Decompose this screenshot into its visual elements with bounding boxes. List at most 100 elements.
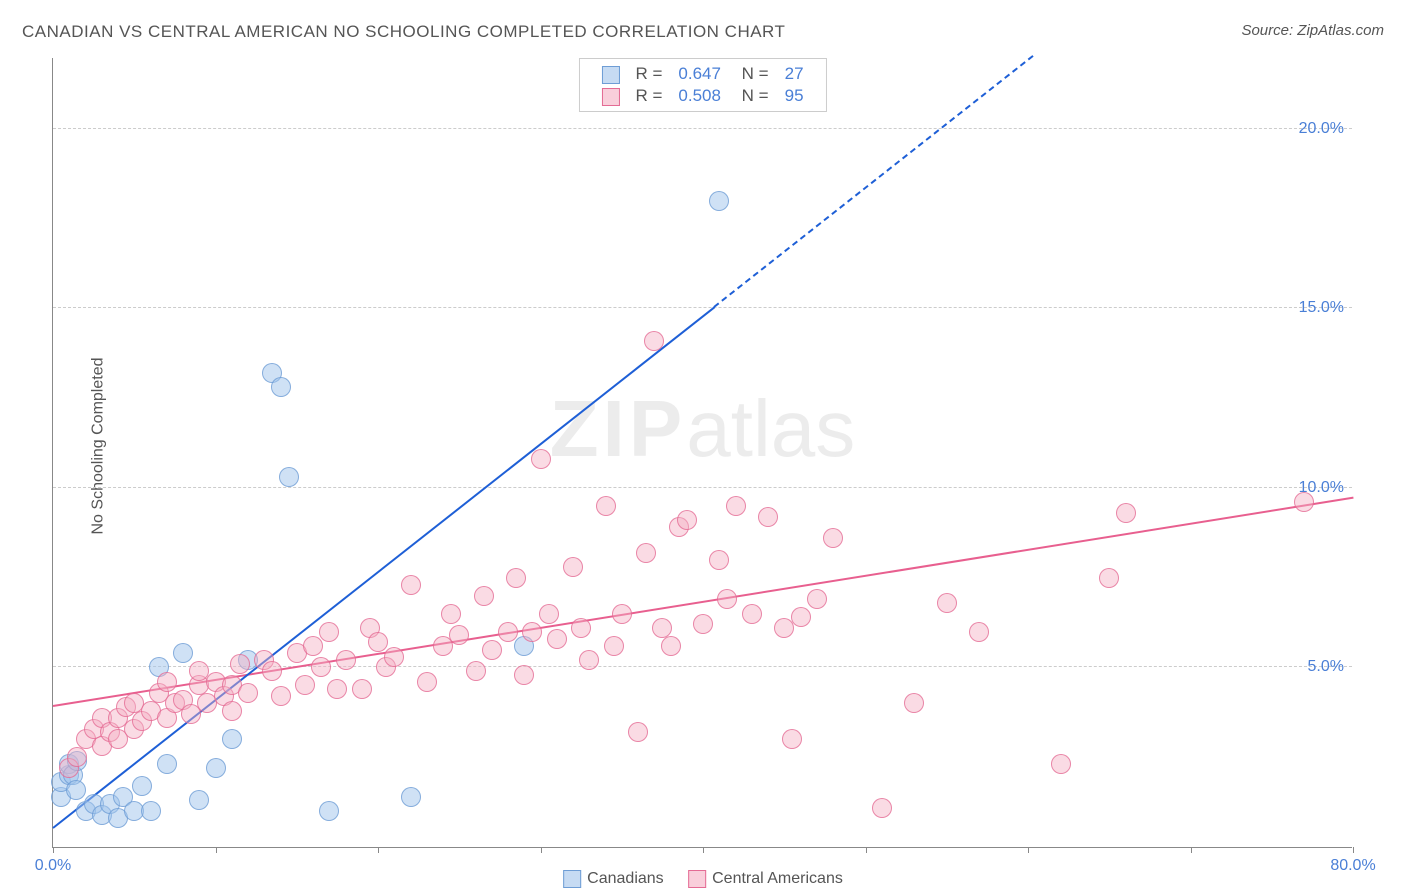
data-point-central-americans	[482, 640, 502, 660]
swatch-pink-icon	[601, 88, 619, 106]
y-tick-label: 15.0%	[1299, 299, 1344, 317]
data-point-central-americans	[677, 510, 697, 530]
data-point-central-americans	[661, 636, 681, 656]
data-point-central-americans	[693, 614, 713, 634]
x-tick	[53, 847, 54, 853]
data-point-central-americans	[303, 636, 323, 656]
data-point-canadians	[66, 780, 86, 800]
data-point-central-americans	[539, 604, 559, 624]
x-tick	[378, 847, 379, 853]
data-point-central-americans	[67, 747, 87, 767]
data-point-central-americans	[612, 604, 632, 624]
data-point-central-americans	[336, 650, 356, 670]
data-point-central-americans	[636, 543, 656, 563]
data-point-central-americans	[384, 647, 404, 667]
legend-label-canadians: Canadians	[587, 870, 664, 887]
data-point-central-americans	[401, 575, 421, 595]
data-point-central-americans	[807, 589, 827, 609]
data-point-canadians	[401, 787, 421, 807]
data-point-canadians	[206, 758, 226, 778]
legend-swatch-pink-icon	[688, 870, 706, 888]
trendline-canadians	[52, 307, 715, 829]
data-point-central-americans	[571, 618, 591, 638]
bottom-legend: Canadians Central Americans	[553, 870, 853, 888]
data-point-central-americans	[222, 701, 242, 721]
data-point-canadians	[271, 377, 291, 397]
data-point-central-americans	[262, 661, 282, 681]
data-point-central-americans	[319, 622, 339, 642]
data-point-central-americans	[506, 568, 526, 588]
data-point-canadians	[222, 729, 242, 749]
legend-swatch-blue-icon	[563, 870, 581, 888]
data-point-central-americans	[904, 693, 924, 713]
data-point-central-americans	[522, 622, 542, 642]
data-point-central-americans	[709, 550, 729, 570]
data-point-central-americans	[498, 622, 518, 642]
stats-row-canadians: R =0.647 N =27	[593, 63, 811, 85]
data-point-central-americans	[368, 632, 388, 652]
data-point-central-americans	[311, 657, 331, 677]
data-point-central-americans	[514, 665, 534, 685]
source-attribution: Source: ZipAtlas.com	[1241, 22, 1384, 39]
data-point-central-americans	[1294, 492, 1314, 512]
data-point-central-americans	[449, 625, 469, 645]
x-tick	[1028, 847, 1029, 853]
x-tick	[703, 847, 704, 853]
y-tick-label: 20.0%	[1299, 120, 1344, 138]
data-point-canadians	[279, 467, 299, 487]
swatch-blue-icon	[601, 66, 619, 84]
data-point-central-americans	[327, 679, 347, 699]
x-tick	[1191, 847, 1192, 853]
data-point-central-americans	[547, 629, 567, 649]
data-point-canadians	[132, 776, 152, 796]
gridline	[53, 307, 1352, 308]
data-point-canadians	[189, 790, 209, 810]
x-tick-label: 0.0%	[35, 857, 71, 875]
data-point-central-americans	[466, 661, 486, 681]
chart-title: CANADIAN VS CENTRAL AMERICAN NO SCHOOLIN…	[22, 22, 785, 42]
data-point-central-americans	[823, 528, 843, 548]
data-point-central-americans	[791, 607, 811, 627]
data-point-central-americans	[596, 496, 616, 516]
data-point-central-americans	[563, 557, 583, 577]
x-tick	[541, 847, 542, 853]
data-point-central-americans	[644, 331, 664, 351]
x-tick-label: 80.0%	[1330, 857, 1375, 875]
data-point-central-americans	[441, 604, 461, 624]
data-point-central-americans	[579, 650, 599, 670]
y-tick-label: 5.0%	[1308, 658, 1344, 676]
stats-row-central-americans: R =0.508 N =95	[593, 85, 811, 107]
legend-label-central-americans: Central Americans	[712, 870, 843, 887]
gridline	[53, 487, 1352, 488]
data-point-central-americans	[726, 496, 746, 516]
data-point-central-americans	[238, 683, 258, 703]
x-tick	[866, 847, 867, 853]
watermark: ZIPatlas	[550, 383, 855, 475]
data-point-canadians	[141, 801, 161, 821]
x-tick	[216, 847, 217, 853]
data-point-central-americans	[1099, 568, 1119, 588]
scatter-plot-area: ZIPatlas R =0.647 N =27 R =0.508 N =95 5…	[52, 58, 1352, 848]
correlation-stats-box: R =0.647 N =27 R =0.508 N =95	[578, 58, 826, 112]
data-point-central-americans	[717, 589, 737, 609]
data-point-central-americans	[742, 604, 762, 624]
data-point-central-americans	[1116, 503, 1136, 523]
data-point-central-americans	[157, 672, 177, 692]
data-point-canadians	[173, 643, 193, 663]
data-point-central-americans	[271, 686, 291, 706]
data-point-central-americans	[604, 636, 624, 656]
data-point-central-americans	[295, 675, 315, 695]
data-point-central-americans	[628, 722, 648, 742]
data-point-central-americans	[758, 507, 778, 527]
data-point-central-americans	[937, 593, 957, 613]
data-point-central-americans	[352, 679, 372, 699]
data-point-central-americans	[474, 586, 494, 606]
data-point-central-americans	[417, 672, 437, 692]
x-tick	[1353, 847, 1354, 853]
data-point-central-americans	[531, 449, 551, 469]
data-point-canadians	[709, 191, 729, 211]
data-point-central-americans	[969, 622, 989, 642]
data-point-central-americans	[872, 798, 892, 818]
data-point-central-americans	[230, 654, 250, 674]
data-point-canadians	[157, 754, 177, 774]
